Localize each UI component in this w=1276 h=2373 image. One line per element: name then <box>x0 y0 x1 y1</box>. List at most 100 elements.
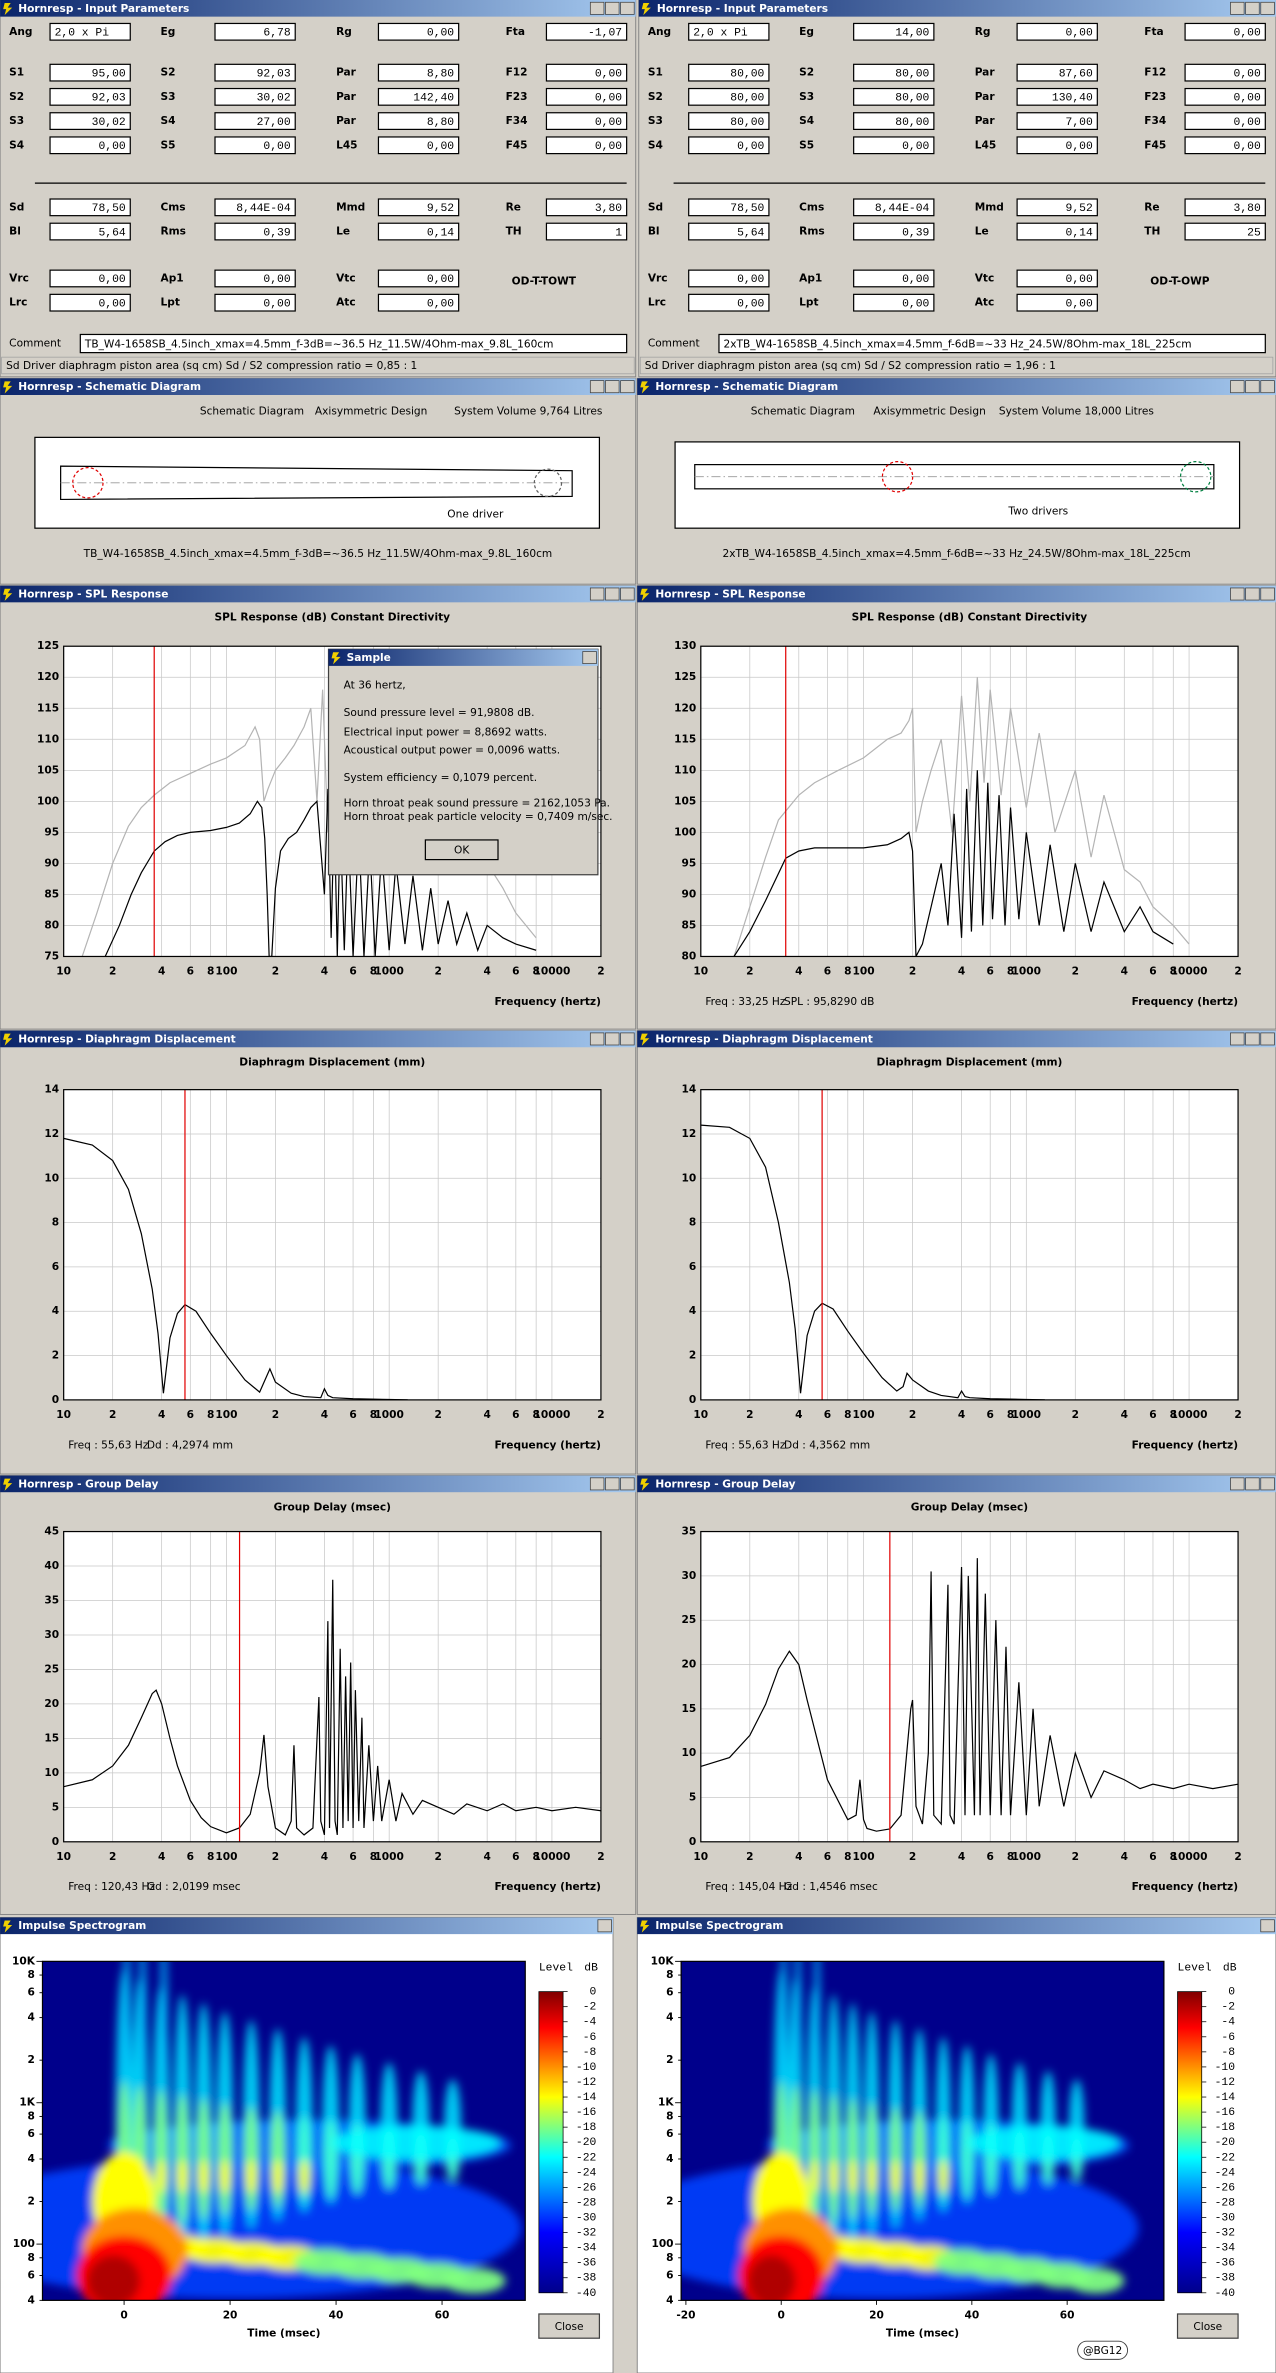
field-box[interactable] <box>1184 198 1266 217</box>
field-box[interactable] <box>545 198 628 217</box>
field-box[interactable] <box>377 222 460 241</box>
field-box[interactable] <box>49 22 131 41</box>
field-box[interactable] <box>545 63 628 82</box>
field-box[interactable] <box>853 87 935 106</box>
field-box[interactable] <box>1016 136 1098 155</box>
field-box[interactable] <box>1184 112 1266 131</box>
field-box[interactable] <box>688 293 770 312</box>
field-box[interactable] <box>1016 63 1098 82</box>
field-box[interactable] <box>1184 136 1266 155</box>
window-button[interactable] <box>1245 1477 1260 1491</box>
field-box[interactable] <box>377 22 460 41</box>
window-button[interactable] <box>1260 380 1275 394</box>
window-button[interactable] <box>589 1 605 15</box>
field-box[interactable] <box>688 63 770 82</box>
field-box[interactable] <box>377 63 460 82</box>
field-box[interactable] <box>853 22 935 41</box>
field-box[interactable] <box>853 63 935 82</box>
window-button[interactable] <box>1245 587 1260 601</box>
window-button[interactable] <box>1260 1032 1275 1046</box>
field-box[interactable] <box>49 112 131 131</box>
ok-button[interactable] <box>424 839 499 861</box>
field-box[interactable] <box>49 269 131 288</box>
field-box[interactable] <box>853 112 935 131</box>
window-button[interactable] <box>1230 587 1245 601</box>
window-button[interactable] <box>589 587 605 601</box>
field-box[interactable] <box>377 87 460 106</box>
window-button[interactable] <box>605 1032 620 1046</box>
field-box[interactable] <box>853 269 935 288</box>
window-button[interactable] <box>597 1919 612 1933</box>
window-button[interactable] <box>582 651 597 665</box>
window-button[interactable] <box>1260 1477 1275 1491</box>
field-box[interactable] <box>1016 198 1098 217</box>
field-box[interactable] <box>377 136 460 155</box>
field-box[interactable] <box>688 87 770 106</box>
field-box[interactable] <box>377 112 460 131</box>
field-box[interactable] <box>214 63 296 82</box>
field-box[interactable] <box>214 22 296 41</box>
field-box[interactable] <box>545 87 628 106</box>
field-box[interactable] <box>688 222 770 241</box>
field-box[interactable] <box>545 112 628 131</box>
field-box[interactable] <box>1016 222 1098 241</box>
window-button[interactable] <box>1260 1 1275 15</box>
field-box[interactable] <box>688 136 770 155</box>
field-box[interactable] <box>214 112 296 131</box>
field-box[interactable] <box>214 198 296 217</box>
window-button[interactable] <box>620 587 635 601</box>
window-button[interactable] <box>605 587 620 601</box>
field-box[interactable] <box>49 136 131 155</box>
window-button[interactable] <box>1245 1032 1260 1046</box>
window-button[interactable] <box>605 1 620 15</box>
field-box[interactable] <box>1184 63 1266 82</box>
window-button[interactable] <box>1245 380 1260 394</box>
field-box[interactable] <box>214 87 296 106</box>
field-box[interactable] <box>377 293 460 312</box>
field-box[interactable] <box>214 222 296 241</box>
window-button[interactable] <box>620 1477 635 1491</box>
close-button[interactable] <box>1176 2313 1239 2339</box>
field-box[interactable] <box>1184 87 1266 106</box>
comment-box[interactable] <box>718 333 1266 354</box>
field-box[interactable] <box>49 63 131 82</box>
field-box[interactable] <box>1016 87 1098 106</box>
window-button[interactable] <box>1260 1919 1275 1933</box>
field-box[interactable] <box>214 136 296 155</box>
window-button[interactable] <box>1260 587 1275 601</box>
field-box[interactable] <box>688 269 770 288</box>
field-box[interactable] <box>688 198 770 217</box>
field-box[interactable] <box>1016 293 1098 312</box>
window-button[interactable] <box>589 1477 605 1491</box>
window-button[interactable] <box>1245 1 1260 15</box>
window-button[interactable] <box>1230 1 1245 15</box>
window-button[interactable] <box>620 1032 635 1046</box>
field-box[interactable] <box>49 87 131 106</box>
field-box[interactable] <box>688 22 770 41</box>
window-button[interactable] <box>605 380 620 394</box>
window-button[interactable] <box>589 1032 605 1046</box>
field-box[interactable] <box>853 198 935 217</box>
field-box[interactable] <box>545 22 628 41</box>
field-box[interactable] <box>853 293 935 312</box>
field-box[interactable] <box>377 269 460 288</box>
field-box[interactable] <box>1016 269 1098 288</box>
field-box[interactable] <box>49 222 131 241</box>
field-box[interactable] <box>377 198 460 217</box>
window-button[interactable] <box>605 1477 620 1491</box>
window-button[interactable] <box>1230 1032 1245 1046</box>
comment-box[interactable] <box>79 333 628 354</box>
field-box[interactable] <box>1184 222 1266 241</box>
close-button[interactable] <box>538 2313 601 2339</box>
window-button[interactable] <box>1230 1477 1245 1491</box>
window-button[interactable] <box>589 380 605 394</box>
field-box[interactable] <box>1016 22 1098 41</box>
field-box[interactable] <box>853 136 935 155</box>
window-button[interactable] <box>620 1 635 15</box>
field-box[interactable] <box>688 112 770 131</box>
field-box[interactable] <box>1184 22 1266 41</box>
window-button[interactable] <box>620 380 635 394</box>
field-box[interactable] <box>545 222 628 241</box>
field-box[interactable] <box>853 222 935 241</box>
field-box[interactable] <box>1016 112 1098 131</box>
